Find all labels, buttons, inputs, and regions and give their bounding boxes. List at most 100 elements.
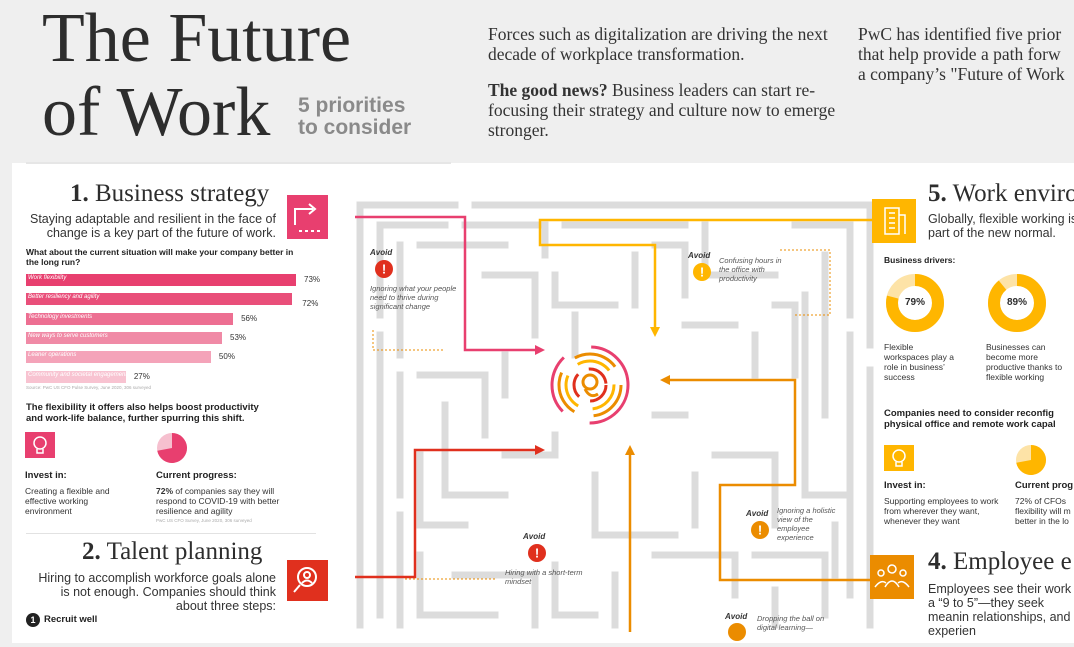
avoid-label: Avoid — [523, 532, 546, 541]
warning-icon: ! — [693, 263, 711, 281]
bar-label: Leaner operations — [28, 352, 77, 359]
avoid-label: Avoid — [725, 612, 748, 621]
section2-desc: Hiring to accomplish workforce goals alo… — [38, 571, 276, 613]
pie-slice — [1016, 445, 1047, 475]
maze-wall — [416, 351, 509, 529]
avoid-label: Avoid — [370, 248, 393, 257]
avoid-text: Hiring with a short-term mindset — [505, 568, 583, 586]
subtitle-line2: to consider — [298, 116, 412, 139]
bar-value: 53% — [230, 332, 247, 342]
avoid-label: Avoid — [688, 251, 711, 260]
progress-source: PwC US CFO Survey, June 2020, 306 survey… — [156, 518, 252, 523]
bar-label: Technology investments — [28, 313, 93, 320]
arrow-head — [650, 327, 660, 337]
dotted-connector — [372, 330, 445, 351]
bar-value: 72% — [302, 299, 319, 309]
section1-source: Source: PwC US CFO Pulse Survey, June 20… — [26, 385, 151, 390]
pwc-intro: PwC has identified five prior that help … — [858, 24, 1074, 84]
donut-arc — [886, 274, 944, 332]
svg-text:!: ! — [535, 546, 539, 561]
progress-pct: 72% — [156, 486, 174, 496]
section5-heading: 5. Work enviro — [928, 180, 1074, 208]
arrow-head — [535, 345, 545, 355]
avoid-callout-1: Avoid ! Ignoring what your people need t… — [370, 248, 460, 311]
maze-wall — [591, 451, 779, 599]
maze-outer-wall — [356, 201, 874, 629]
donut2-pct: 89% — [1006, 297, 1027, 308]
section1-number: 1. — [70, 180, 89, 207]
invest-label: Invest in: — [25, 470, 67, 481]
donut-arc — [988, 274, 1046, 332]
talent-icon-box — [287, 560, 328, 601]
header-divider — [26, 162, 451, 164]
warning-icon: ! — [751, 521, 769, 539]
warning-icon: ! — [528, 544, 546, 562]
step-label: Recruit well — [44, 614, 98, 625]
good-news-bold: The good news? — [488, 80, 608, 100]
progress-text: 72% of companies say they will respond t… — [156, 486, 291, 516]
section1-progress-pie — [157, 433, 188, 463]
maze-wall — [461, 221, 854, 319]
section1-flex-heading: The flexibility it offers also helps boo… — [26, 402, 259, 424]
section5-desc: Globally, flexible working is part of th… — [928, 212, 1074, 240]
dotted-connector — [780, 249, 831, 316]
environment-icon-box — [872, 199, 916, 243]
subtitle-line1: 5 priorities — [298, 94, 406, 117]
invest-text-2: Supporting employees to work from wherev… — [884, 496, 999, 526]
bar-value: 50% — [218, 352, 235, 362]
people-icon — [874, 564, 910, 588]
strategy-arrow-icon — [294, 203, 321, 232]
invest-label-2: Invest in: — [884, 480, 926, 491]
bar: Better resiliency and agility — [26, 293, 293, 306]
section5-number: 5. — [928, 180, 947, 207]
avoid-callout-3: Avoid ! — [746, 509, 770, 545]
bar-label: Community and societal engagement — [28, 371, 128, 378]
progress-label: Current progress: — [156, 470, 237, 481]
pie-slice — [157, 433, 188, 463]
intro-text: Forces such as digitalization are drivin… — [488, 24, 828, 64]
donut1-pct: 79% — [904, 297, 925, 308]
avoid-text-5: Dropping the ball on digital learning— — [757, 614, 825, 632]
pwc-line2: that help provide a path forw — [858, 44, 1061, 64]
talent-search-icon — [293, 567, 317, 593]
step-number-badge: 1 — [26, 613, 40, 627]
maze-wall — [416, 551, 619, 629]
avoid-label: Avoid — [746, 509, 769, 518]
section4-heading: 4. Employee e — [928, 548, 1072, 576]
progress-label-2: Current prog — [1015, 480, 1074, 491]
donut1-text: Flexible workspaces play a role in busin… — [884, 342, 954, 382]
arrow-head — [535, 445, 545, 455]
strategy-icon — [287, 195, 328, 239]
pwc-line1: PwC has identified five prior — [858, 24, 1062, 44]
lightbulb-icon — [892, 449, 906, 467]
building-icon — [884, 207, 906, 235]
maze-wall — [501, 311, 759, 459]
bar-value: 27% — [133, 371, 150, 381]
bar-value: 73% — [304, 275, 321, 284]
employee-icon-box — [870, 555, 914, 599]
lightbulb-icon-box — [25, 432, 55, 458]
good-news-text: The good news? Business leaders can star… — [488, 80, 838, 140]
section1-question: What about the current situation will ma… — [26, 247, 294, 267]
section1-desc: Staying adaptable and resilient in the f… — [29, 212, 276, 240]
lightbulb-icon — [33, 436, 47, 454]
section1-heading: 1. Business strategy — [70, 180, 269, 208]
donut-89 — [988, 274, 1046, 332]
lightbulb-icon-box-2 — [884, 445, 914, 471]
warning-icon — [728, 623, 746, 641]
maze-wall — [481, 241, 689, 339]
section4-desc: Employees see their work a “9 to 5”—they… — [928, 582, 1072, 638]
warning-icon: ! — [375, 260, 393, 278]
section5-title: Work enviro — [952, 180, 1074, 207]
avoid-text-2: Confusing hours in the office with produ… — [719, 256, 782, 283]
route-line-strategy — [355, 215, 540, 352]
svg-text:!: ! — [700, 265, 704, 280]
svg-text:!: ! — [382, 262, 386, 277]
pwc-line3: a company’s "Future of Work — [858, 64, 1065, 84]
page-subtitle: 5 priorities to consider — [298, 95, 411, 139]
center-head-icon — [550, 345, 630, 425]
section-divider — [26, 533, 316, 534]
avoid-callout-2: Avoid ! — [688, 251, 788, 287]
maze-wall — [751, 521, 839, 629]
avoid-text: Ignoring what your people need to thrive… — [370, 284, 457, 311]
